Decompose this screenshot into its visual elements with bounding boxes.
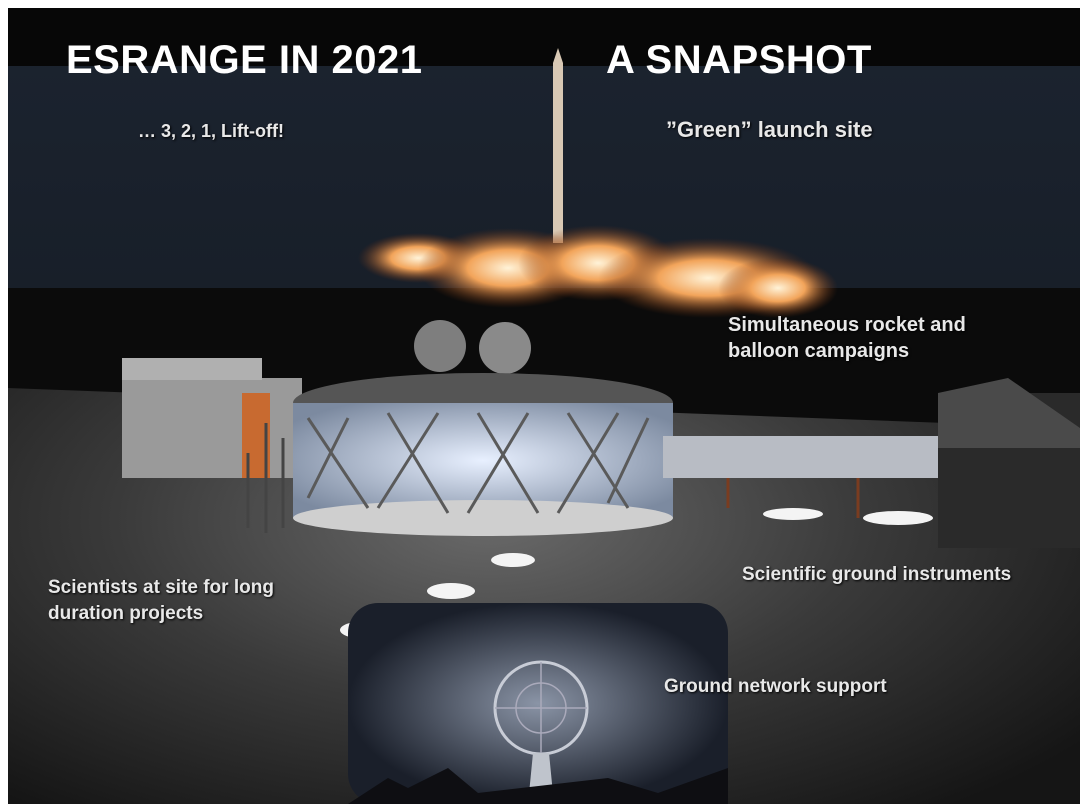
annotation-line: Ground network support [664,674,887,700]
annotation: Scientific ground instruments [742,562,1011,588]
annotation-line: Scientists at site for long [48,575,274,601]
title-left: ESRANGE IN 2021 [66,38,423,83]
annotation-line: ”Green” launch site [666,117,873,143]
title-right: A SNAPSHOT [606,38,872,83]
page: ESRANGE IN 2021 A SNAPSHOT … 3, 2, 1, Li… [0,0,1080,804]
annotation: Ground network support [664,674,887,700]
annotation-line: … 3, 2, 1, Lift-off! [138,118,284,144]
annotation-line: balloon campaigns [728,338,966,364]
annotation-line: Simultaneous rocket and [728,312,966,338]
annotation: … 3, 2, 1, Lift-off! [138,118,284,144]
annotation-line: duration projects [48,601,274,627]
annotation-line: Scientific ground instruments [742,562,1011,588]
annotation: ”Green” launch site [666,117,873,143]
